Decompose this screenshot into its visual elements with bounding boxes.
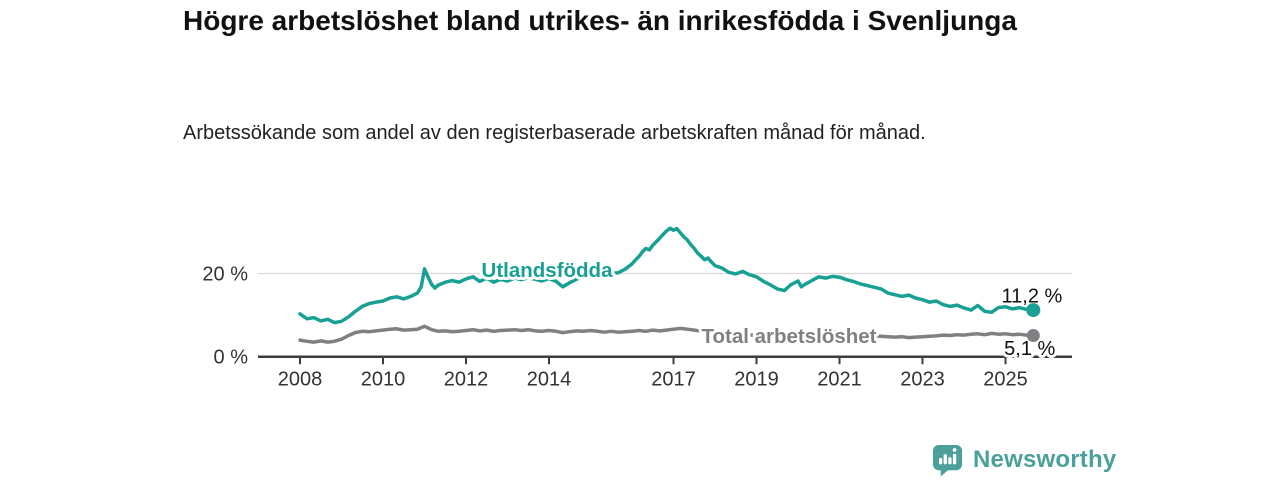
x-tick-label-2025: 2025 [983,369,1028,391]
x-tick-label-2008: 2008 [278,369,323,391]
x-tick-label-2021: 2021 [817,369,862,391]
page-title: Högre arbetslöshet bland utrikes- än inr… [183,5,1017,36]
line-total-arbetsloshet [298,324,1036,344]
series-label-utlandsfodda: Utlandsfödda [482,259,614,282]
unemployment-line-chart: 0 % 20 % 2008 2010 2012 2014 2017 2019 2021 2023 2… [185,215,1090,405]
chart-canvas: 0 % 20 % 2008 2010 2012 2014 2017 2019 2021 2023 2… [202,226,1072,391]
x-tick-label-2010: 2010 [361,369,406,391]
x-tick-label-2014: 2014 [527,369,572,391]
x-tick-label-2023: 2023 [900,369,945,391]
end-value-label-total-arbetsloshet: 5,1 % [1004,338,1055,360]
end-dot-total-arbetsloshet [1026,328,1040,342]
newsworthy-logo[interactable]: Newsworthy [931,443,1116,477]
newsworthy-wordmark: Newsworthy [973,446,1117,473]
bar-chart-speech-bubble-icon [932,444,963,477]
chart-subtitle: Arbetssökande som andel av den registerb… [183,122,926,144]
y-tick-label-20: 20 % [202,264,248,286]
y-tick-label-0: 0 % [214,347,249,369]
x-tick-label-2017: 2017 [651,369,696,391]
series-label-total-arbetsloshet: Total arbetslöshet [701,325,876,348]
x-tick-label-2012: 2012 [444,369,489,391]
end-dot-utlandsfodda [1026,303,1041,318]
end-value-label-utlandsfodda: 11,2 % [1002,286,1063,308]
line-utlandsfodda [298,226,1036,325]
x-tick-label-2019: 2019 [734,369,779,391]
